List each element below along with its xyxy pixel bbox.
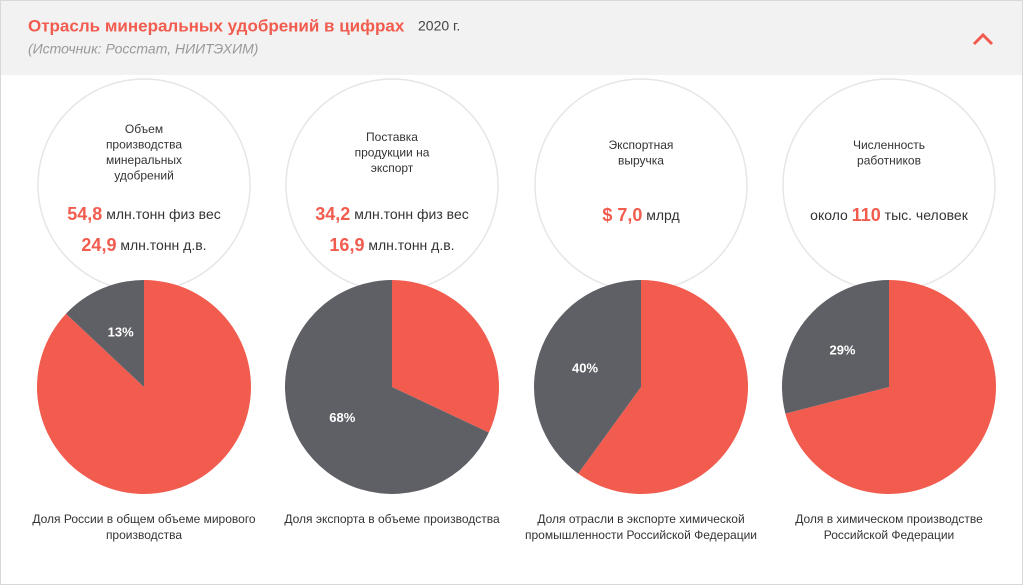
collapse-toggle[interactable] (972, 32, 994, 46)
circle-heading: Численность (853, 138, 925, 152)
info-circle (285, 78, 499, 292)
circle-heading: Экспортная (609, 138, 674, 152)
pie-slice (785, 280, 996, 494)
pie-slice (66, 280, 144, 387)
stat-value: 110 (852, 205, 881, 225)
stat-unit: тыс. человек (885, 207, 969, 223)
pie-slice (392, 280, 500, 433)
caption: промышленности Российской Федерации (525, 528, 757, 542)
stat-value: 16,9 (329, 235, 364, 255)
stat-line: $ 7,0 млрд (602, 205, 679, 225)
stat-unit: млн.тонн физ вес (106, 206, 221, 222)
slice-label: 13% (108, 324, 134, 339)
pie-slice (285, 280, 489, 494)
stat-value: 34,2 (315, 204, 350, 224)
source: (Источник: Росстат, НИИТЭХИМ) (28, 41, 258, 57)
circle-heading: Объем (125, 122, 163, 136)
slice-label: 29% (829, 342, 855, 357)
slice-label: 68% (329, 410, 355, 425)
circle-heading: удобрений (114, 169, 174, 183)
caption: Доля отрасли в экспорте химической (537, 512, 744, 526)
stat-unit: млн.тонн д.в. (120, 237, 206, 253)
stat-unit: млн.тонн физ вес (354, 206, 469, 222)
caption: Доля в химическом производстве (795, 512, 983, 526)
stat-unit: млрд (646, 207, 679, 223)
circle-heading: экспорт (371, 161, 414, 175)
info-circle (782, 78, 996, 292)
pie-slice (578, 280, 748, 494)
slice-label: 40% (572, 360, 598, 375)
circle-heading: Поставка (366, 130, 418, 144)
stat-line: 54,8 млн.тонн физ вес (67, 204, 220, 224)
year: 2020 г. (418, 18, 460, 34)
circle-heading: минеральных (106, 153, 182, 167)
circle-heading: выручка (618, 154, 664, 168)
caption: производства (106, 528, 182, 542)
pie-slice (782, 280, 890, 414)
title: Отрасль минеральных удобрений в цифрах (28, 16, 405, 35)
circle-heading: работников (857, 154, 921, 168)
caption: Доля России в общем объеме мирового (32, 512, 256, 526)
caption: Доля экспорта в объеме производства (284, 512, 500, 526)
info-circle (534, 78, 748, 292)
stat-line: около 110 тыс. человек (810, 205, 969, 225)
stat-prefix: около (810, 207, 848, 223)
pie-slice (533, 280, 641, 474)
stat-line: 34,2 млн.тонн физ вес (315, 204, 468, 224)
circle-heading: производства (106, 138, 182, 152)
circle-heading: продукции на (355, 146, 430, 160)
stat-value: 24,9 (81, 235, 116, 255)
stat-line: 16,9 млн.тонн д.в. (329, 235, 454, 255)
info-circle (37, 78, 251, 292)
pie-slice (36, 280, 251, 494)
stat-value: $ 7,0 (602, 205, 642, 225)
caption: Российской Федерации (824, 528, 955, 542)
stat-line: 24,9 млн.тонн д.в. (81, 235, 206, 255)
stat-value: 54,8 (67, 204, 102, 224)
header-band (1, 1, 1022, 75)
stat-unit: млн.тонн д.в. (368, 237, 454, 253)
